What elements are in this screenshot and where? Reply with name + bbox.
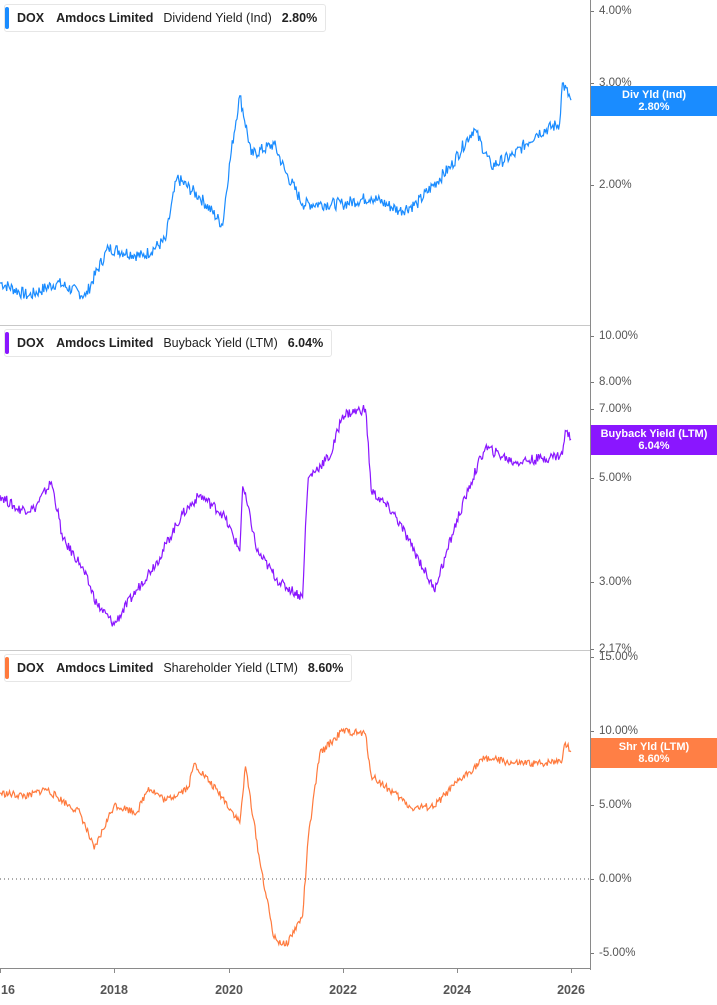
x-tick <box>229 968 230 973</box>
tick-text: 2.00% <box>599 179 632 191</box>
y-tick-label: 8.00% <box>591 376 632 388</box>
panel-separator <box>0 325 590 326</box>
flag-value: 8.60% <box>638 753 670 765</box>
x-tick-label: 2026 <box>557 983 585 997</box>
buyback-yield-plot <box>0 404 572 627</box>
x-tick <box>0 968 1 973</box>
tick-text: 4.00% <box>599 5 632 17</box>
legend-metric: Buyback Yield (LTM) <box>163 336 278 350</box>
dividend-yield-plot <box>0 82 572 301</box>
x-tick <box>571 968 572 973</box>
y-tick-label: 4.00% <box>591 5 632 17</box>
panel-separator <box>0 650 590 651</box>
y-axis-line <box>590 0 591 970</box>
tick-text: 10.00% <box>599 330 639 342</box>
current-value-flag-dividend: Div Yld (Ind) 2.80% <box>591 86 717 116</box>
flag-value: 6.04% <box>638 440 670 452</box>
legend-ticker: DOX <box>17 336 45 350</box>
flag-label: Div Yld (Ind) <box>622 89 686 101</box>
y-tick-label: 3.00% <box>591 576 632 588</box>
series-line <box>0 404 572 627</box>
x-tick-label: 2022 <box>329 983 357 997</box>
y-tick-label: 5.00% <box>591 799 632 811</box>
flag-label: Buyback Yield (LTM) <box>600 428 708 440</box>
legend-metric: Dividend Yield (Ind) <box>163 11 272 25</box>
legend-ticker: DOX <box>17 661 45 675</box>
x-tick-label: 2020 <box>215 983 243 997</box>
y-tick-label: 2.00% <box>591 179 632 191</box>
legend-company: Amdocs Limited <box>56 11 154 25</box>
series-line <box>0 727 572 948</box>
tick-text: -5.00% <box>599 947 636 959</box>
tick-text: 7.00% <box>599 403 632 415</box>
series-color-swatch <box>5 657 9 679</box>
series-line <box>0 82 572 301</box>
y-tick-label: 7.00% <box>591 403 632 415</box>
legend-value: 8.60% <box>307 661 344 675</box>
current-value-flag-shareholder: Shr Yld (LTM) 8.60% <box>591 738 717 768</box>
legend-shareholder-yield[interactable]: DOX Amdocs Limited Shareholder Yield (LT… <box>4 654 353 682</box>
x-tick <box>114 968 115 973</box>
legend-value: 2.80% <box>281 11 318 25</box>
tick-text: 15.00% <box>599 651 639 663</box>
legend-company: Amdocs Limited <box>56 336 154 350</box>
y-tick-label: 10.00% <box>591 330 638 342</box>
flag-label: Shr Yld (LTM) <box>618 741 690 753</box>
x-axis-line <box>0 968 591 969</box>
x-tick-label: 16 <box>1 983 15 997</box>
legend-buyback-yield[interactable]: DOX Amdocs Limited Buyback Yield (LTM) 6… <box>4 329 333 357</box>
y-tick-label: 0.00% <box>591 873 632 885</box>
tick-text: 3.00% <box>599 576 632 588</box>
tick-text: 5.00% <box>599 472 632 484</box>
legend-value: 6.04% <box>287 336 324 350</box>
flag-value: 2.80% <box>638 101 670 113</box>
series-color-swatch <box>5 332 9 354</box>
y-tick-label: -5.00% <box>591 947 635 959</box>
current-value-flag-buyback: Buyback Yield (LTM) 6.04% <box>591 425 717 455</box>
shareholder-yield-plot <box>0 727 590 948</box>
legend-metric: Shareholder Yield (LTM) <box>163 661 298 675</box>
y-tick-label: 10.00% <box>591 725 638 737</box>
tick-text: 2.17% <box>599 643 632 655</box>
tick-text: 8.00% <box>599 376 632 388</box>
x-tick <box>457 968 458 973</box>
y-tick-label: 15.00% <box>591 651 638 663</box>
tick-text: 0.00% <box>599 873 632 885</box>
tick-text: 5.00% <box>599 799 632 811</box>
legend-ticker: DOX <box>17 11 45 25</box>
legend-company: Amdocs Limited <box>56 661 154 675</box>
legend-dividend-yield[interactable]: DOX Amdocs Limited Dividend Yield (Ind) … <box>4 4 327 32</box>
x-tick <box>343 968 344 973</box>
x-tick-label: 2018 <box>100 983 128 997</box>
y-tick-label: 2.17% <box>591 643 632 655</box>
tick-text: 10.00% <box>599 725 639 737</box>
series-color-swatch <box>5 7 9 29</box>
y-tick-label: 5.00% <box>591 472 632 484</box>
x-tick-label: 2024 <box>443 983 471 997</box>
